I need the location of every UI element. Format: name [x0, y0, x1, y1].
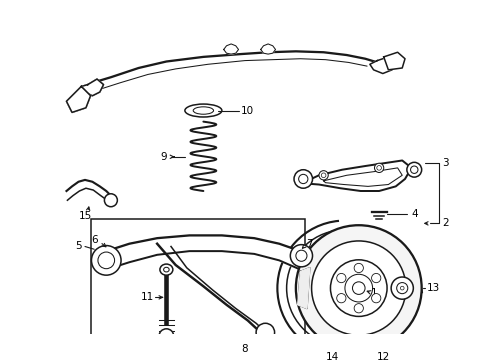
Circle shape: [256, 323, 274, 342]
Circle shape: [371, 274, 381, 283]
Circle shape: [391, 277, 414, 299]
Text: 8: 8: [242, 344, 248, 354]
Polygon shape: [224, 44, 239, 54]
Circle shape: [319, 171, 328, 180]
Circle shape: [407, 162, 422, 177]
Text: 14: 14: [326, 352, 340, 360]
Circle shape: [92, 246, 121, 275]
Polygon shape: [67, 86, 91, 112]
Circle shape: [354, 264, 364, 273]
Circle shape: [296, 225, 422, 351]
Text: 2: 2: [442, 219, 449, 228]
Circle shape: [104, 194, 118, 207]
Polygon shape: [261, 44, 275, 54]
Text: 12: 12: [377, 352, 391, 360]
Text: 6: 6: [91, 235, 98, 245]
Bar: [91, 219, 305, 343]
Circle shape: [294, 170, 313, 188]
Circle shape: [337, 293, 346, 303]
Circle shape: [159, 329, 174, 343]
Text: 1: 1: [371, 288, 378, 298]
Text: 4: 4: [411, 209, 417, 219]
Polygon shape: [331, 263, 365, 323]
Text: 5: 5: [75, 242, 82, 252]
Polygon shape: [81, 79, 103, 96]
Circle shape: [371, 293, 381, 303]
Polygon shape: [414, 283, 422, 293]
Circle shape: [374, 163, 384, 172]
Text: 15: 15: [78, 211, 92, 221]
Polygon shape: [305, 161, 412, 191]
Circle shape: [337, 274, 346, 283]
Text: 10: 10: [241, 105, 254, 116]
Circle shape: [312, 241, 406, 335]
Circle shape: [354, 303, 364, 313]
Polygon shape: [298, 268, 310, 309]
Text: 11: 11: [141, 292, 154, 302]
Polygon shape: [384, 52, 405, 70]
Ellipse shape: [160, 264, 173, 275]
Text: 3: 3: [442, 158, 449, 168]
Text: 13: 13: [427, 283, 441, 293]
Circle shape: [290, 245, 313, 267]
Text: 9: 9: [160, 152, 167, 162]
Text: 7: 7: [306, 239, 313, 249]
Polygon shape: [370, 57, 396, 73]
Circle shape: [330, 260, 387, 316]
Circle shape: [345, 274, 372, 302]
